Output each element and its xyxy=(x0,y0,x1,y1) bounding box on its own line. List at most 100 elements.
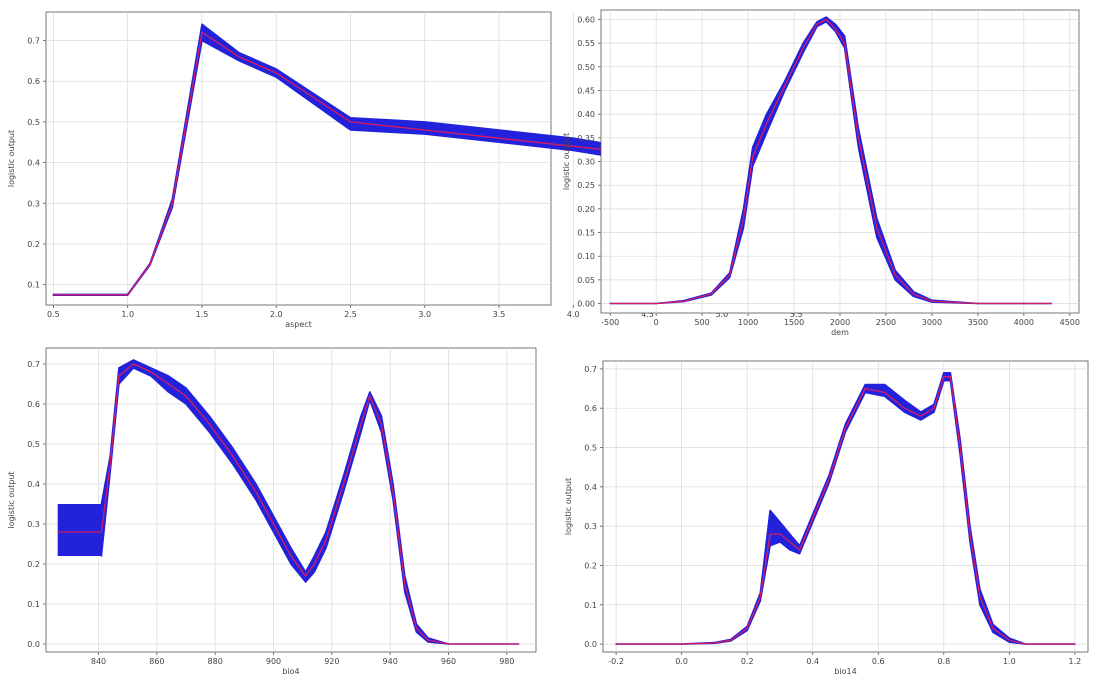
data-point xyxy=(894,274,896,276)
data-point xyxy=(424,129,426,131)
x-tick-label: 2.5 xyxy=(344,310,357,319)
x-tick-label: 3000 xyxy=(922,318,942,327)
data-point xyxy=(784,85,786,87)
data-point xyxy=(746,627,748,630)
response-mean-line xyxy=(610,18,1052,305)
data-point xyxy=(816,23,818,25)
y-axis-label: logistic output xyxy=(7,471,16,528)
data-point xyxy=(812,517,814,519)
data-point xyxy=(255,491,257,493)
data-point xyxy=(118,375,120,377)
data-point xyxy=(828,478,830,480)
data-point xyxy=(238,56,240,58)
x-tick-label: 3500 xyxy=(968,318,988,327)
data-point xyxy=(857,137,859,139)
y-tick-label: 0.1 xyxy=(27,600,40,609)
data-point xyxy=(759,596,761,598)
data-point xyxy=(931,300,933,302)
y-tick-label: 0.10 xyxy=(577,252,595,261)
data-point xyxy=(765,123,768,125)
data-point xyxy=(779,533,781,535)
y-tick-label: 0.2 xyxy=(27,560,40,569)
data-point xyxy=(710,293,712,295)
x-tick-label: 940 xyxy=(383,657,398,666)
data-point xyxy=(992,627,994,630)
data-point xyxy=(825,18,827,21)
y-tick-label: 0.5 xyxy=(27,440,40,449)
y-tick-label: 0.0 xyxy=(584,640,597,649)
y-tick-label: 0.4 xyxy=(584,483,597,492)
data-point xyxy=(609,302,611,305)
plot-area xyxy=(602,360,1089,653)
data-point xyxy=(864,387,866,390)
data-point xyxy=(52,294,55,296)
y-tick-label: 0.4 xyxy=(27,159,40,168)
data-point xyxy=(360,423,362,425)
x-tick-label: 4.0 xyxy=(567,310,580,319)
data-point xyxy=(275,72,277,74)
data-point xyxy=(304,575,307,577)
y-tick-label: 0.15 xyxy=(577,229,595,238)
x-tick-label: 960 xyxy=(441,657,456,666)
data-point xyxy=(477,643,479,645)
data-point xyxy=(802,47,804,49)
x-axis-label: bio4 xyxy=(282,667,299,676)
x-tick-label: 0.0 xyxy=(675,657,688,666)
chart-panel-4: -0.2 0.0 0.2 0.4 0.6 0.8 1.0 1.2 0.0 0.1 0.2 0.3 0.4… xyxy=(564,360,1089,676)
data-point xyxy=(380,423,383,425)
data-point xyxy=(729,274,731,276)
data-point xyxy=(404,583,406,585)
x-tick-label: 920 xyxy=(324,657,339,666)
x-tick-label: 3.0 xyxy=(418,310,431,319)
x-tick-label: 2500 xyxy=(876,318,896,327)
x-tick-label: 1.0 xyxy=(121,310,134,319)
y-tick-label: 0.6 xyxy=(27,400,40,409)
chart-panel-3: 840 860 880 900 920 940 960 980 0.0 0.1 0.2 0.3 0.4 0… xyxy=(7,347,537,676)
x-axis-label: bio14 xyxy=(834,667,856,676)
data-point xyxy=(369,395,371,397)
x-axis-label: dem xyxy=(831,328,849,337)
x-tick-label: 1.5 xyxy=(196,310,209,319)
data-point xyxy=(789,541,791,543)
y-tick-label: 0.00 xyxy=(577,300,595,309)
y-tick-label: 0.25 xyxy=(577,181,595,190)
data-point xyxy=(171,202,173,204)
data-point xyxy=(185,395,187,397)
data-point xyxy=(127,294,129,296)
plot-area xyxy=(45,347,537,653)
y-tick-label: 0.60 xyxy=(577,15,595,24)
data-point xyxy=(167,383,170,385)
y-tick-label: 0.7 xyxy=(27,360,40,369)
x-tick-label: 4500 xyxy=(1060,318,1080,327)
data-point xyxy=(655,302,657,305)
data-point xyxy=(933,407,935,409)
data-point xyxy=(752,156,754,158)
data-point xyxy=(572,145,574,147)
data-point xyxy=(290,555,292,557)
data-point xyxy=(89,294,92,296)
x-tick-label: 1.2 xyxy=(1069,657,1082,666)
y-tick-label: 0.50 xyxy=(577,63,595,72)
data-point xyxy=(517,643,520,645)
data-point xyxy=(150,371,152,373)
x-tick-label: 0 xyxy=(654,318,659,327)
data-point xyxy=(1025,643,1027,645)
y-tick-label: 0.1 xyxy=(27,281,40,290)
x-tick-label: 0.5 xyxy=(47,310,60,319)
x-tick-label: 2.0 xyxy=(270,310,283,319)
y-tick-label: 0.35 xyxy=(577,134,595,143)
x-tick-label: 880 xyxy=(208,657,223,666)
y-tick-label: 0.4 xyxy=(27,480,40,489)
data-point xyxy=(876,227,878,229)
data-point xyxy=(681,643,683,645)
x-tick-label: 5.0 xyxy=(715,310,728,319)
data-point xyxy=(742,217,745,219)
data-point xyxy=(920,415,922,417)
y-axis-label: logistic output xyxy=(562,133,571,190)
y-tick-label: 0.5 xyxy=(584,444,597,453)
x-tick-label: -0.2 xyxy=(608,657,624,666)
x-tick-label: 2000 xyxy=(830,318,850,327)
data-point xyxy=(1074,643,1076,645)
y-tick-label: 0.5 xyxy=(27,118,40,127)
